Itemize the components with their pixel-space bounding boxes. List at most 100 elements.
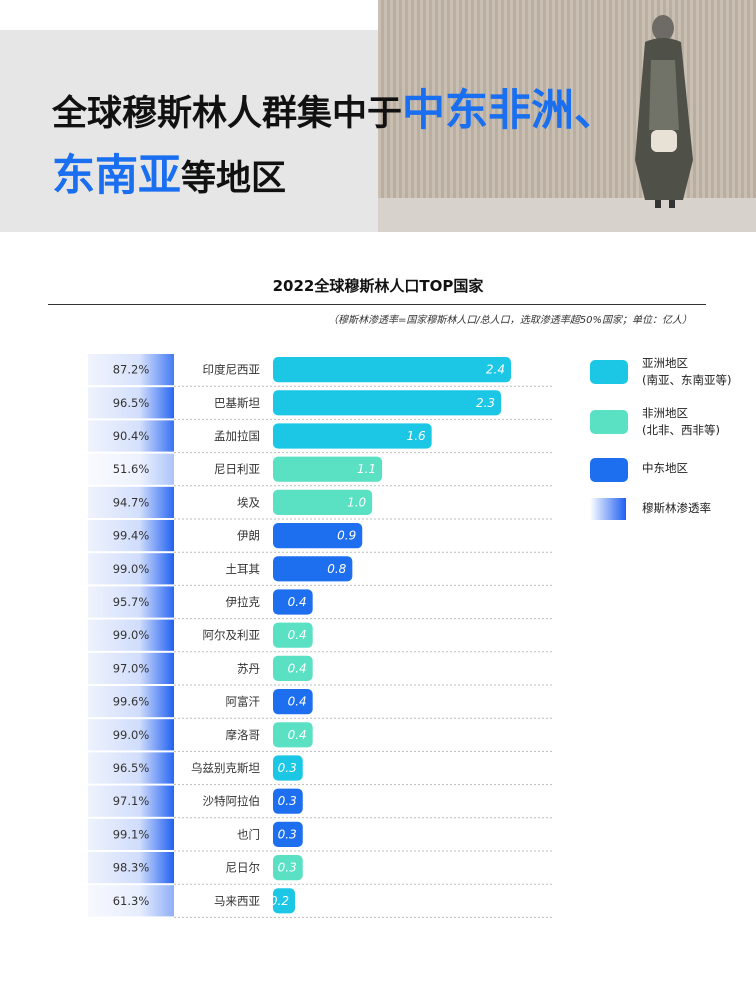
category-label: 乌兹别克斯坦 [191,761,260,775]
headline-line1-highlight: 中东非洲、 [402,86,618,136]
penetration-label: 98.3% [113,861,150,875]
penetration-cell [88,686,174,718]
penetration-cell [88,719,174,751]
bar [273,622,313,648]
hero-grey-panel [0,30,378,232]
category-label: 尼日尔 [226,861,261,875]
penetration-cell [88,785,174,817]
headline: 全球穆斯林人群集中于中东非洲、 东南亚等地区 [52,80,617,210]
category-label: 也门 [237,827,260,841]
penetration-label: 99.1% [113,827,150,841]
legend-item: 穆斯林渗透率 [590,490,750,540]
bar-value-label: 1.6 [407,429,426,443]
headline-line-2: 东南亚等地区 [52,145,617,210]
bar-value-label: 0.2 [270,894,289,908]
penetration-cell [88,818,174,850]
photo-floor [378,198,756,232]
chart-title: 2022全球穆斯林人口TOP国家 [272,277,484,295]
penetration-cell [88,486,174,518]
bar-value-label: 0.4 [288,695,307,709]
bar [273,489,373,515]
bar [273,755,303,781]
category-label: 摩洛哥 [226,728,261,742]
category-label: 巴基斯坦 [214,396,260,410]
penetration-cell [88,520,174,552]
legend-label: 穆斯林渗透率 [642,501,711,515]
bar-value-label: 0.4 [288,661,307,675]
category-label: 尼日利亚 [214,462,260,476]
legend-item: 非洲地区 (北非、西非等) [590,402,750,452]
bar [273,655,313,681]
bar [273,689,313,715]
woman-figure-illustration [635,15,693,208]
category-label: 伊朗 [237,529,260,543]
legend-label: 非洲地区 (北非、西非等) [642,406,720,437]
bar-value-label: 0.3 [278,794,297,808]
legend-swatch [590,410,628,434]
penetration-label: 96.5% [113,396,150,410]
penetration-label: 99.6% [113,695,150,709]
legend-swatch [590,360,628,384]
bar [273,722,313,748]
bar-value-label: 0.8 [327,562,346,576]
penetration-label: 97.1% [113,794,150,808]
bar [273,523,363,549]
title-divider [48,304,706,305]
penetration-label: 99.0% [113,562,150,576]
bar [273,821,303,847]
legend-label: 亚洲地区 (南亚、东南亚等) [642,356,732,387]
bar [273,423,432,449]
bar-value-label: 2.4 [486,363,505,377]
penetration-label: 99.0% [113,728,150,742]
penetration-label: 99.4% [113,529,150,543]
legend-swatch [590,458,628,482]
penetration-cell [88,619,174,651]
penetration-cell [88,387,174,419]
legend-swatch [590,498,626,520]
bar [273,456,383,482]
hero-photo [378,0,756,232]
penetration-label: 61.3% [113,894,150,908]
bar-value-label: 0.3 [278,761,297,775]
headline-line2-highlight: 东南亚 [52,151,181,201]
penetration-label: 87.2% [113,363,150,377]
bar-value-label: 1.1 [357,462,376,476]
bar-value-label: 0.3 [278,827,297,841]
hero-banner: 全球穆斯林人群集中于中东非洲、 东南亚等地区 [0,0,756,232]
category-label: 马来西亚 [214,894,260,908]
bar [273,357,511,383]
bar-value-label: 1.0 [347,495,366,509]
bar [273,788,303,814]
category-label: 沙特阿拉伯 [203,794,261,808]
penetration-cell [88,586,174,618]
penetration-label: 94.7% [113,495,150,509]
penetration-label: 96.5% [113,761,150,775]
legend-item: 亚洲地区 (南亚、东南亚等) [590,352,750,402]
penetration-cell [88,652,174,684]
legend-label: 中东地区 [642,461,688,475]
headline-line2-suffix: 等地区 [181,159,287,199]
headline-line1-prefix: 全球穆斯林人群集中于 [52,94,403,134]
bar-value-label: 0.9 [337,529,356,543]
penetration-cell [88,453,174,485]
bar-chart: 87.2% 印度尼西亚 2.4 96.5% 巴基斯坦 2.3 90.4% 孟加拉国 1.6 51.… [88,354,552,918]
penetration-label: 99.0% [113,628,150,642]
penetration-label: 95.7% [113,595,150,609]
bar [273,556,353,582]
bar [273,888,295,914]
penetration-cell [88,354,174,386]
bar-value-label: 0.4 [288,628,307,642]
category-label: 苏丹 [237,661,260,675]
category-label: 伊拉克 [226,595,261,609]
category-label: 土耳其 [226,562,261,576]
penetration-cell [88,752,174,784]
penetration-label: 51.6% [113,462,150,476]
category-label: 孟加拉国 [214,429,260,443]
bar [273,589,313,615]
bar [273,390,502,416]
penetration-cell [88,420,174,452]
chart-note: （穆斯林渗透率=国家穆斯林人口/总人口，选取渗透率超50%国家；单位：亿人） [328,315,692,326]
penetration-label: 90.4% [113,429,150,443]
category-label: 印度尼西亚 [203,363,261,377]
penetration-label: 97.0% [113,661,150,675]
